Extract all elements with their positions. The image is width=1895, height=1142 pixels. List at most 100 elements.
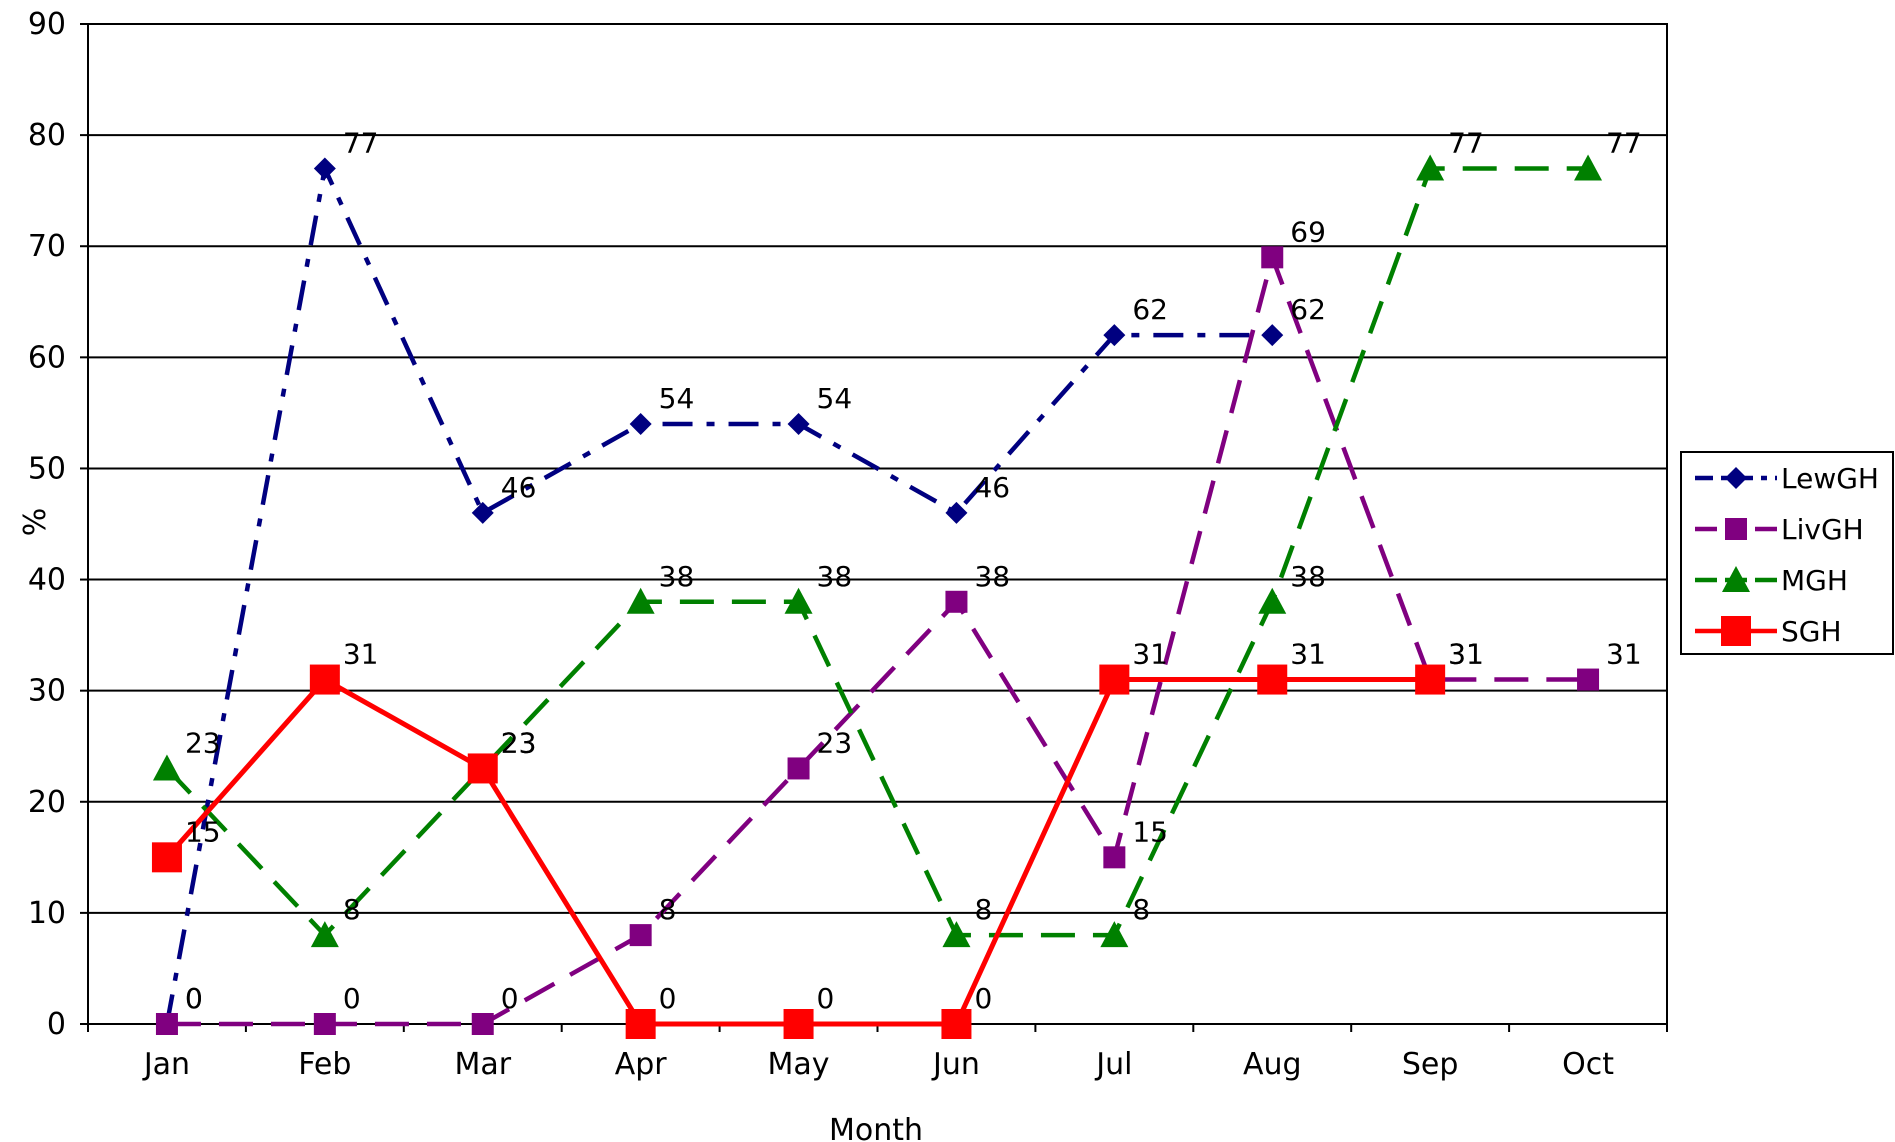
data-label-sgh: 15 <box>185 815 221 848</box>
data-point-sgh <box>1721 616 1751 646</box>
data-label-sgh: 31 <box>343 638 379 671</box>
legend-label-livgh: LivGH <box>1781 513 1864 546</box>
data-point-livgh <box>313 1013 336 1035</box>
data-label-lewgh: 46 <box>501 471 537 504</box>
data-label-sgh: 31 <box>1290 638 1326 671</box>
data-point-lewgh <box>1261 324 1284 347</box>
data-point-lewgh <box>629 413 652 435</box>
data-label-mgh: 23 <box>185 726 221 759</box>
data-point-livgh <box>1577 668 1600 691</box>
data-point-livgh <box>1103 846 1126 869</box>
y-tick-label: 50 <box>28 451 66 486</box>
data-label-lewgh: 62 <box>1132 293 1168 326</box>
data-label-livgh: 0 <box>501 982 519 1015</box>
y-axis-ticks: 0 10 20 30 40 50 60 70 80 90 <box>28 7 88 1042</box>
legend: LewGH LivGH MGH SGH <box>1680 451 1894 655</box>
y-tick-label: 20 <box>28 785 66 820</box>
data-point-lewgh <box>471 501 494 524</box>
data-labels: 0 77 46 54 54 46 62 62 0 0 0 8 23 38 15 69 31 31 23 8 23 38 38… <box>185 126 1642 1015</box>
data-label-sgh: 0 <box>659 982 677 1015</box>
data-label-mgh: 38 <box>817 560 853 593</box>
x-tick-label: Apr <box>615 1047 668 1082</box>
y-tick-label: 40 <box>28 563 66 598</box>
data-label-mgh: 77 <box>1448 126 1484 159</box>
data-point-sgh <box>941 1009 972 1039</box>
data-point-mgh <box>784 587 813 614</box>
data-point-lewgh <box>945 501 968 524</box>
plot-area <box>87 23 1668 1025</box>
data-label-livgh: 69 <box>1290 215 1326 248</box>
data-point-mgh <box>1100 921 1129 948</box>
y-tick-label: 30 <box>28 674 66 709</box>
data-point-mgh <box>310 921 339 948</box>
series-markers <box>151 154 1603 1039</box>
data-label-lewgh: 54 <box>817 382 853 415</box>
data-point-sgh <box>1257 664 1288 695</box>
data-label-livgh: 31 <box>1448 638 1484 671</box>
data-label-lewgh: 54 <box>659 382 695 415</box>
data-label-mgh: 77 <box>1606 126 1642 159</box>
data-point-sgh <box>1099 664 1130 695</box>
data-label-lewgh: 77 <box>343 126 379 159</box>
data-label-sgh: 31 <box>1448 638 1484 671</box>
data-point-mgh <box>1258 587 1287 614</box>
data-label-livgh: 15 <box>1132 815 1168 848</box>
data-point-livgh <box>787 757 810 780</box>
x-tick-label: Jan <box>142 1047 190 1082</box>
legend-label-sgh: SGH <box>1781 615 1842 648</box>
data-label-livgh: 0 <box>343 982 361 1015</box>
y-tick-label: 80 <box>28 118 66 153</box>
data-label-sgh: 31 <box>1132 638 1168 671</box>
x-tick-label: Oct <box>1562 1047 1614 1082</box>
y-tick-label: 10 <box>28 896 66 931</box>
data-label-livgh: 8 <box>659 893 677 926</box>
x-tick-label: Jul <box>1094 1047 1132 1082</box>
data-point-mgh <box>1416 154 1445 181</box>
x-tick-label: Feb <box>298 1047 351 1082</box>
data-point-livgh <box>471 1013 494 1035</box>
data-point-sgh <box>625 1009 656 1039</box>
series-line-lewgh <box>164 166 1273 1025</box>
data-point-lewgh <box>1725 467 1747 489</box>
y-tick-label: 0 <box>47 1007 66 1042</box>
y-tick-label: 60 <box>28 340 66 375</box>
data-point-livgh <box>945 590 968 613</box>
data-point-lewgh <box>1103 324 1126 347</box>
legend-label-lewgh: LewGH <box>1781 462 1879 495</box>
data-point-livgh <box>1725 518 1747 540</box>
data-point-mgh <box>1722 566 1750 592</box>
data-point-lewgh <box>787 413 810 435</box>
x-tick-label: May <box>768 1047 830 1082</box>
data-point-mgh <box>1574 154 1603 181</box>
x-tick-label: Aug <box>1243 1047 1302 1082</box>
data-point-livgh <box>629 924 652 947</box>
data-label-mgh: 38 <box>659 560 695 593</box>
data-label-lewgh: 46 <box>974 471 1010 504</box>
series-line-mgh <box>165 166 1589 938</box>
data-label-mgh: 8 <box>1132 893 1150 926</box>
data-label-livgh: 38 <box>974 560 1010 593</box>
y-tick-label: 90 <box>28 7 66 42</box>
x-tick-label: Sep <box>1402 1047 1459 1082</box>
data-point-livgh <box>155 1013 178 1035</box>
data-label-mgh: 23 <box>501 726 537 759</box>
data-label-sgh: 23 <box>501 726 537 759</box>
x-axis-title: Month <box>829 1113 923 1142</box>
data-point-mgh <box>942 921 971 948</box>
data-label-livgh: 23 <box>817 726 853 759</box>
series-line-livgh <box>166 255 1589 1027</box>
x-tick-label: Mar <box>454 1047 511 1082</box>
data-point-sgh <box>309 664 340 695</box>
legend-label-mgh: MGH <box>1781 564 1848 597</box>
data-point-sgh <box>151 842 182 873</box>
data-label-livgh: 31 <box>1606 638 1642 671</box>
data-point-sgh <box>467 753 498 784</box>
x-axis-ticks: Jan Feb Mar Apr May Jun Jul Aug Sep Oct <box>87 1024 1668 1082</box>
data-point-lewgh <box>313 157 336 180</box>
y-axis-title: % <box>18 508 53 537</box>
data-label-mgh: 8 <box>974 893 992 926</box>
data-point-sgh <box>1415 664 1446 695</box>
data-label-mgh: 8 <box>343 893 361 926</box>
data-label-mgh: 38 <box>1290 560 1326 593</box>
